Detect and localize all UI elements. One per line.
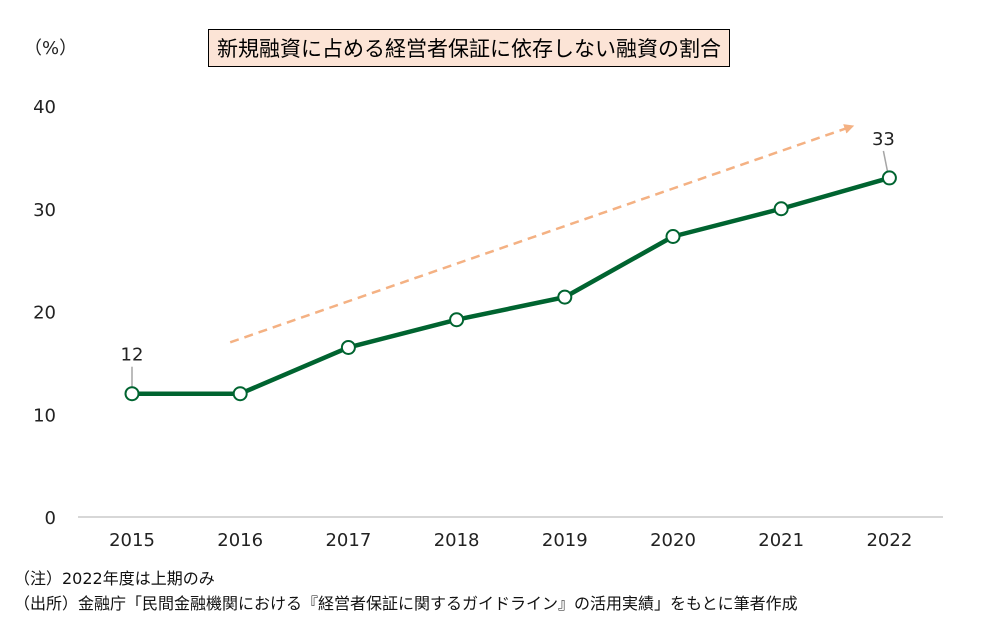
data-label: 33 [872, 129, 895, 150]
data-point [557, 289, 573, 305]
data-labels: 12 33 [121, 129, 895, 366]
series-line [132, 175, 891, 396]
x-tick-label: 2022 [866, 530, 912, 551]
x-tick-label: 2017 [325, 530, 371, 551]
data-points [124, 170, 897, 402]
x-tick-label: 2018 [434, 530, 480, 551]
y-tick-label: 30 [33, 200, 56, 221]
x-axis-ticks: 2015 2016 2017 2018 2019 2020 2021 2022 [109, 530, 912, 551]
x-tick-label: 2020 [650, 530, 696, 551]
x-tick-label: 2015 [109, 530, 155, 551]
data-point [124, 386, 140, 402]
trend-arrow [229, 124, 855, 344]
data-point [665, 228, 681, 244]
leader-line [882, 150, 889, 172]
data-label: 12 [121, 345, 144, 366]
y-tick-label: 0 [45, 508, 56, 529]
y-tick-label: 10 [33, 405, 56, 426]
x-tick-label: 2019 [542, 530, 588, 551]
chart-title: 新規融資に占める経営者保証に依存しない融資の割合 [208, 29, 730, 67]
x-tick-label: 2021 [758, 530, 804, 551]
y-tick-label: 40 [33, 97, 56, 118]
y-tick-label: 20 [33, 303, 56, 324]
x-tick-label: 2016 [217, 530, 263, 551]
data-point [449, 312, 465, 328]
data-point [232, 386, 248, 402]
y-axis-ticks: 0 10 20 30 40 [33, 97, 56, 529]
data-point [340, 339, 356, 355]
data-label-leaders [131, 150, 889, 387]
data-point [881, 170, 897, 186]
footnote-source: （出所）金融庁「民間金融機関における『経営者保証に関するガイドライン』の活用実績… [14, 594, 798, 613]
footnote-note: （注）2022年度は上期のみ [14, 569, 215, 588]
data-point [773, 201, 789, 217]
y-axis-unit: （%） [24, 38, 77, 59]
